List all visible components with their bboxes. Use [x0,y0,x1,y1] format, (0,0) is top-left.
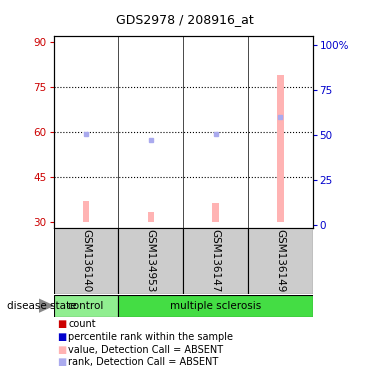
Text: GSM136147: GSM136147 [211,229,221,293]
Text: GDS2978 / 208916_at: GDS2978 / 208916_at [116,13,254,26]
Bar [277,76,283,222]
Bar [183,228,248,294]
Text: disease state: disease state [7,301,77,311]
Bar [148,212,154,222]
Text: ■: ■ [57,319,67,329]
Text: ■: ■ [57,332,67,342]
Bar [118,295,313,317]
Bar [54,228,118,294]
Text: multiple sclerosis: multiple sclerosis [170,301,261,311]
Text: ■: ■ [57,345,67,355]
Bar [54,295,118,317]
Bar [212,203,219,222]
Bar [83,202,89,222]
Bar [248,228,313,294]
Text: GSM134953: GSM134953 [146,229,156,293]
Text: GSM136149: GSM136149 [275,229,285,293]
Text: rank, Detection Call = ABSENT: rank, Detection Call = ABSENT [68,358,219,367]
Bar [118,228,183,294]
Text: control: control [68,301,104,311]
Text: percentile rank within the sample: percentile rank within the sample [68,332,233,342]
Text: count: count [68,319,96,329]
Text: GSM136140: GSM136140 [81,230,91,293]
Polygon shape [39,299,53,312]
Text: value, Detection Call = ABSENT: value, Detection Call = ABSENT [68,345,223,355]
Text: ■: ■ [57,358,67,367]
